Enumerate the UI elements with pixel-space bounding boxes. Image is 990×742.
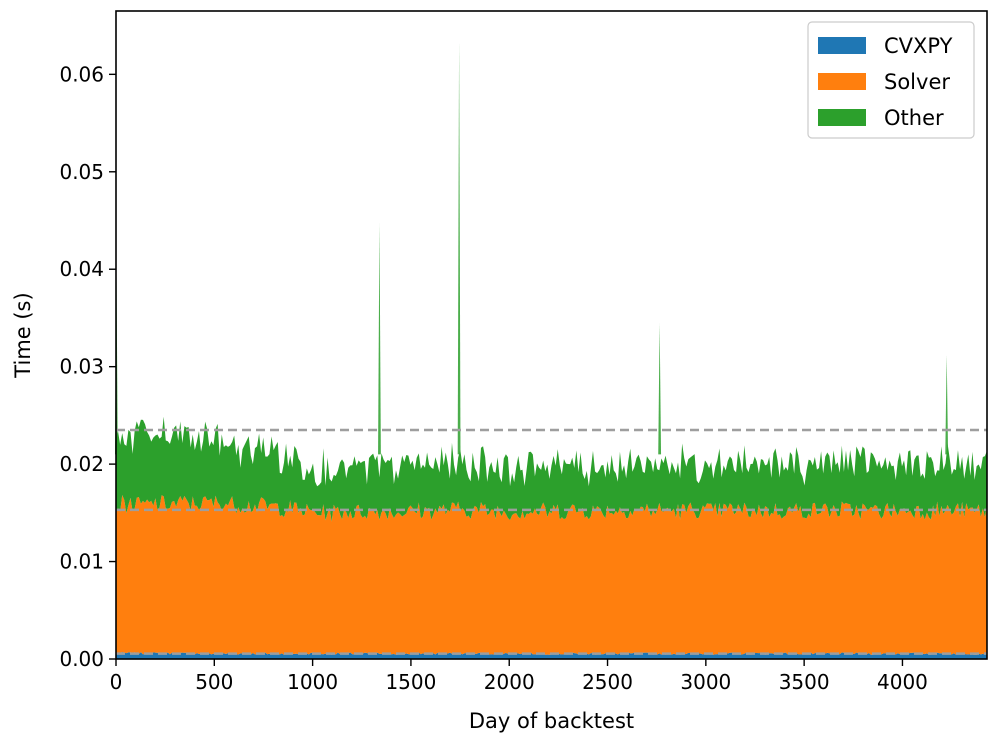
legend-label-cvxpy: CVXPY xyxy=(884,34,953,58)
y-tick-label: 0.06 xyxy=(59,62,104,86)
legend-swatch-other xyxy=(818,109,866,126)
y-axis-label: Time (s) xyxy=(11,292,35,378)
spike-2 xyxy=(457,40,461,455)
legend-label-solver: Solver xyxy=(884,70,950,94)
series-area-other xyxy=(116,416,987,522)
x-tick-label: 500 xyxy=(195,670,233,694)
x-tick-label: 0 xyxy=(110,670,123,694)
spike-3 xyxy=(658,322,662,455)
x-tick-label: 1500 xyxy=(385,670,436,694)
legend-swatch-solver xyxy=(818,73,866,90)
x-tick-label: 4000 xyxy=(877,670,928,694)
y-tick-label: 0.02 xyxy=(59,452,104,476)
x-tick-label: 3000 xyxy=(680,670,731,694)
spike-4 xyxy=(945,354,949,455)
series-area-solver xyxy=(116,495,987,655)
spike-1 xyxy=(378,222,381,455)
legend-swatch-cvxpy xyxy=(818,37,866,54)
x-tick-label: 2000 xyxy=(484,670,535,694)
plot-layer xyxy=(114,40,987,659)
x-tick-label: 3500 xyxy=(779,670,830,694)
y-tick-label: 0.00 xyxy=(59,647,104,671)
x-tick-label: 1000 xyxy=(287,670,338,694)
legend: CVXPY Solver Other xyxy=(807,21,975,139)
x-tick-label: 2500 xyxy=(582,670,633,694)
y-tick-label: 0.04 xyxy=(59,257,104,281)
axes-layer: 0 500 1000 1500 2000 2500 3000 3500 4000 0.00 0.01… xyxy=(11,10,988,733)
y-tick-label: 0.05 xyxy=(59,160,104,184)
y-tick-label: 0.03 xyxy=(59,355,104,379)
y-tick-label: 0.01 xyxy=(59,550,104,574)
series-area-cvxpy xyxy=(116,652,987,659)
x-axis-label: Day of backtest xyxy=(469,709,634,733)
legend-label-other: Other xyxy=(884,106,944,130)
axes-frame xyxy=(115,10,988,660)
